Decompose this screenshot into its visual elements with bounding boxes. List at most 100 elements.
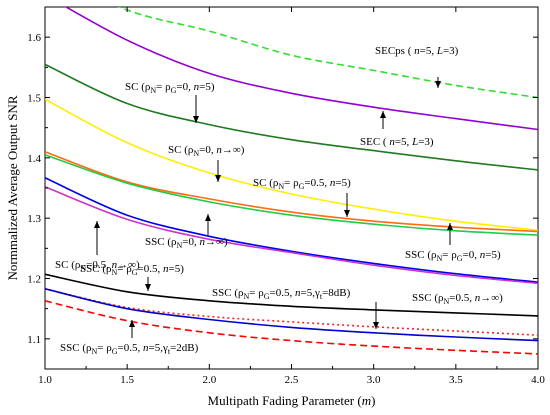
annotation-label: SSC (ρN=0.5, n→∞) [412,292,503,306]
annotation-text-part: N [112,268,118,277]
annotation-arrowhead [129,320,135,327]
annotation-label: SEC ( n=5, L=3) [360,136,434,148]
annotation-text-part: n [163,263,169,275]
annotation-text-part: N [444,297,450,306]
annotation-text-part: ρ [75,259,81,271]
annotation-text-part: →∞) [117,259,140,271]
annotation-text-part: =0.5, [138,263,163,275]
series-line-5 [45,151,538,233]
annotation-text-part: γ [162,342,168,354]
x-tick-label: 3.0 [367,374,381,386]
annotation-text-part: t [320,292,323,301]
annotation-text-part: =5, [420,45,437,57]
annotation-text-part: = ρ [442,249,457,261]
y-tick-label: 1.6 [27,32,41,44]
annotation-arrowhead [145,284,151,291]
annotation-text-part: N [437,254,443,263]
x-tick-label: 1.0 [38,374,52,386]
annotation-text-part: =8dB) [322,287,351,299]
x-axis-title-part: Multipath Fading Parameter ( [208,393,362,408]
annotation-text-part: ρ [431,249,437,261]
annotation-sc-g0-n5: SC (ρN= ρG=0, n=5) [125,81,215,123]
annotation-text-part: n [414,45,420,57]
annotation-text-part: SSC ( [80,263,106,275]
y-tick-label: 1.1 [27,334,41,346]
annotation-arrowhead [373,322,379,329]
annotation-ssc-g05-n5: SSC (ρN= ρG=0.5, n=5) [80,263,184,291]
annotation-text-part: SSC ( [60,342,86,354]
annotation-text-part: SC ( [253,177,273,189]
annotation-text-part: =2dB) [170,342,199,354]
annotation-text-part: ρ [106,263,112,275]
series-line-2 [64,7,538,131]
annotation-layer: SECps ( n=5, L=3)SEC ( n=5, L=3)SC (ρN= … [55,45,503,356]
x-tick-label: 3.5 [449,374,463,386]
annotation-text-part: N [80,264,86,273]
annotation-arrowhead [447,223,453,230]
annotation-label: SC (ρN= ρG=0, n=5) [125,81,215,95]
annotation-text-part: N [92,347,98,356]
annotation-text-part: G [132,268,138,277]
annotation-text-part: G [112,347,118,356]
annotation-text-part: =5) [168,263,184,275]
annotation-text-part: = ρ [97,342,112,354]
series-layer [45,7,538,355]
annotation-label: SECps ( n=5, L=3) [375,45,459,57]
annotation-arrowhead [435,81,441,88]
annotation-text-part: =5) [485,249,501,261]
annotation-text-part: SSC ( [412,292,438,304]
series-line-6 [45,154,538,236]
series-line-7 [45,176,538,283]
annotation-text-part: N [278,182,284,191]
annotation-sc-n05-inf: SC (ρN=0.5, n→∞) [55,221,140,273]
annotation-arrowhead [94,221,100,228]
annotation-text-part: =0.5, [118,342,143,354]
series-line-1 [117,7,538,99]
annotation-text-part: L [436,45,443,57]
annotation-text-part: ρ [273,177,279,189]
annotation-text-part: t [168,347,171,356]
annotation-ssc-g05-n5-2db: SSC (ρN= ρG=0.5, n=5,γt=2dB) [60,320,199,356]
annotation-text-part: ρ [86,342,92,354]
annotation-text-part: =0.5, [86,259,111,271]
annotation-text-part: SSC ( [145,236,171,248]
annotation-text-part: =0, [176,81,193,93]
annotation-arrowhead [205,214,211,221]
x-tick-label: 2.0 [202,374,216,386]
annotation-label: SC (ρN=0, n→∞) [168,144,245,158]
annotation-text-part: G [264,292,270,301]
annotation-text-part: ρ [188,144,194,156]
annotation-ssc-n05-inf: SSC (ρN=0.5, n→∞) [412,292,503,306]
axis-layer: 1.0 1.5 2.0 2.5 3.0 3.5 4.0 1.1 1.2 1.3 1.4 1.5 1.6 [27,7,545,386]
series-line-9 [45,273,538,317]
annotation-text-part: ρ [145,81,151,93]
annotation-arrowhead [380,111,386,118]
annotation-text-part: n [389,136,395,148]
annotation-text-part: SC ( [125,81,145,93]
annotation-text-part: =3) [418,136,434,148]
y-tick-label: 1.2 [27,274,41,286]
annotation-label: SSC (ρN= ρG=0.5, n=5,γt=8dB) [212,287,351,301]
annotation-label: SSC (ρN= ρG=0.5, n=5) [80,263,184,277]
annotation-arrowhead [193,116,199,123]
annotation-text-part: ρ [438,292,444,304]
annotation-text-part: N [193,149,199,158]
annotation-sec: SEC ( n=5, L=3) [360,111,434,148]
annotation-text-part: =0.5, [270,287,295,299]
annotation-secps: SECps ( n=5, L=3) [375,45,459,88]
annotation-text-part: →∞) [205,236,228,248]
annotation-text-part: SC ( [55,259,75,271]
annotation-text-part: n [480,249,486,261]
annotation-text-part: =5, [395,136,412,148]
annotation-text-part: SSC ( [212,287,238,299]
annotation-text-part: SEC ( [360,136,389,148]
annotation-text-part: SC ( [168,144,188,156]
x-tick-label: 4.0 [531,374,545,386]
annotation-label: SSC (ρN=0, n→∞) [145,236,228,250]
series-line-11 [45,288,538,342]
annotation-text-part: = ρ [249,287,264,299]
annotation-text-part: = ρ [284,177,299,189]
annotation-text-part: =0, [463,249,480,261]
